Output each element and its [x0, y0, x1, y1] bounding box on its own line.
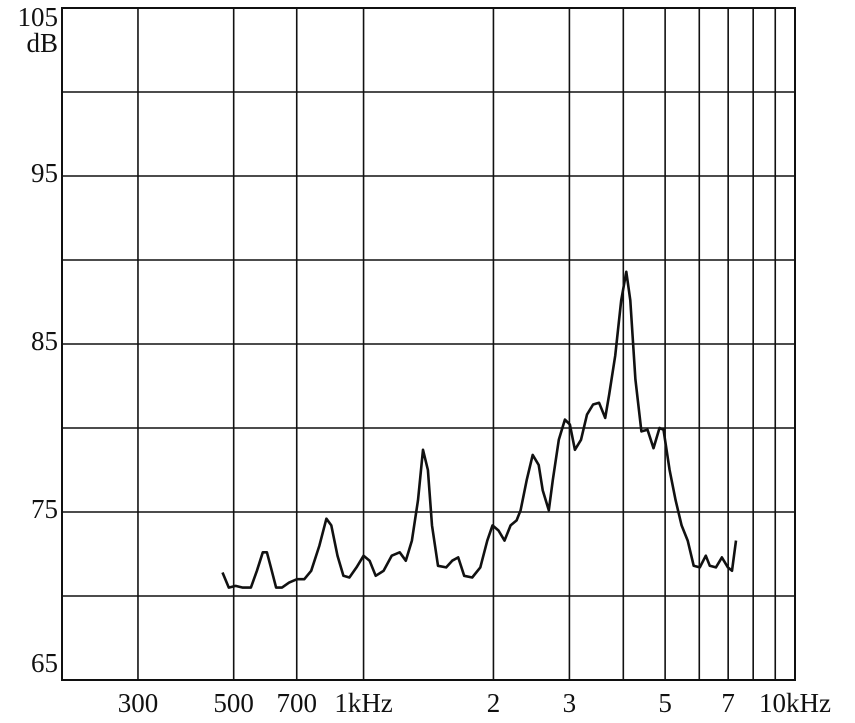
- response-curve: [221, 270, 738, 589]
- y-tick-label: 75: [31, 494, 58, 524]
- x-tick-label: 2: [487, 688, 501, 718]
- y-tick-label: 85: [31, 326, 58, 356]
- x-tick-label: 1kHz: [334, 688, 392, 718]
- x-tick-label: 700: [276, 688, 317, 718]
- x-tick-label: 500: [213, 688, 254, 718]
- y-axis-label: dB: [26, 28, 58, 58]
- x-tick-label: 10kHz: [759, 688, 831, 718]
- x-tick-label: 5: [658, 688, 672, 718]
- x-tick-label: 7: [721, 688, 735, 718]
- y-tick-label: 95: [31, 158, 58, 188]
- x-tick-label: 3: [563, 688, 577, 718]
- x-tick-label: 300: [118, 688, 159, 718]
- y-tick-label: 65: [31, 648, 58, 678]
- y-tick-label: 105: [18, 2, 59, 32]
